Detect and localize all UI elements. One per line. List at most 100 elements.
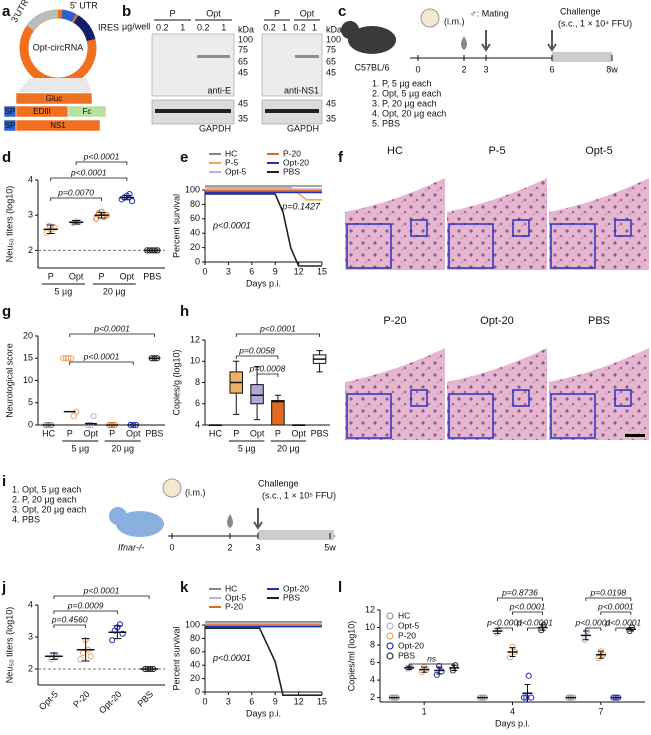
p-value: ns bbox=[427, 653, 437, 663]
significance-bracket bbox=[53, 624, 87, 628]
histology-surface bbox=[345, 330, 445, 382]
route-label: (i.m.) bbox=[185, 487, 206, 497]
p-value: p=0.0058 bbox=[238, 345, 275, 355]
data-point bbox=[46, 222, 53, 229]
group-item: 4. Opt, 20 µg each bbox=[372, 108, 446, 118]
inset-source bbox=[512, 219, 530, 237]
panel-letter: g bbox=[2, 303, 11, 320]
utr5-arc bbox=[61, 9, 77, 23]
y-axis-label: Neu₅₀ titers (log10) bbox=[4, 607, 14, 683]
y-tick-label: 80 bbox=[190, 199, 200, 209]
survival-curve bbox=[205, 186, 322, 201]
y-tick-label: 4 bbox=[195, 419, 200, 429]
y-tick-label: 8 bbox=[370, 639, 375, 649]
data-point bbox=[109, 637, 116, 644]
data-point bbox=[495, 626, 502, 633]
x-tick-label: 3 bbox=[226, 266, 231, 276]
ires-label: IRES bbox=[98, 22, 119, 32]
panel-letter: l bbox=[338, 579, 342, 596]
histology-surface bbox=[447, 330, 547, 382]
timeline-label: 8w bbox=[606, 64, 618, 74]
y-tick-label: 0 bbox=[28, 419, 33, 429]
error-bar bbox=[524, 683, 531, 703]
legend-swatch bbox=[386, 642, 394, 650]
legend-label: Opt-20 bbox=[283, 583, 309, 593]
y-axis-label: Copies/g (log10) bbox=[171, 349, 181, 415]
challenge-period bbox=[552, 52, 612, 62]
mating-label: ♂: Mating bbox=[470, 8, 509, 18]
panel-letter: j bbox=[1, 579, 6, 596]
legend-swatch bbox=[386, 632, 394, 640]
x-tick-label: Opt bbox=[69, 271, 84, 281]
significance-bracket bbox=[50, 197, 102, 201]
x-tick-label: P-20 bbox=[71, 689, 92, 710]
error-bar bbox=[72, 219, 81, 225]
p-value: p<0.0001 bbox=[83, 151, 120, 161]
inset-source bbox=[614, 219, 632, 237]
histology-surface bbox=[447, 160, 547, 212]
error-bar bbox=[49, 652, 58, 660]
data-point bbox=[129, 198, 136, 205]
challenge-label: Challenge bbox=[258, 478, 299, 488]
y-tick-label: 12 bbox=[190, 334, 200, 344]
inset-source bbox=[410, 389, 428, 407]
error-bar bbox=[81, 638, 90, 662]
construct-label: SP bbox=[5, 107, 16, 116]
y-tick-label: 8 bbox=[195, 377, 200, 387]
group-label: 5 µg bbox=[71, 443, 89, 453]
x-tick-label: 12 bbox=[294, 696, 304, 706]
inset bbox=[346, 393, 392, 439]
marker-label: 45 bbox=[326, 67, 336, 77]
x-tick-label: 12 bbox=[294, 266, 304, 276]
arrow bbox=[253, 508, 263, 530]
y-tick-label: 4 bbox=[28, 599, 33, 609]
lnp-icon bbox=[162, 478, 182, 498]
mouse bbox=[348, 26, 396, 54]
mouse-head bbox=[109, 507, 127, 525]
histology-label: Opt-20 bbox=[480, 315, 514, 327]
y-tick-label: 10 bbox=[190, 356, 200, 366]
x-tick-label: P bbox=[67, 428, 73, 438]
dose-label: 0.2 bbox=[293, 22, 306, 32]
p-value: p<0.0001 bbox=[83, 585, 120, 595]
error-bar bbox=[46, 224, 55, 235]
significance-bracket bbox=[585, 627, 602, 631]
p-value: p<0.0001 bbox=[574, 617, 611, 627]
x-tick-label: 9 bbox=[273, 266, 278, 276]
y-tick-label: 2 bbox=[28, 245, 33, 255]
x-axis-label: Days p.i. bbox=[495, 718, 530, 728]
x-tick-label: 6 bbox=[249, 266, 254, 276]
unit-label: µg/well bbox=[122, 21, 150, 31]
blot-band bbox=[295, 55, 319, 58]
histology-surface bbox=[549, 330, 649, 382]
legend-label: PBS bbox=[283, 592, 300, 602]
box bbox=[271, 400, 285, 426]
histology-surface bbox=[345, 160, 445, 212]
legend-label: PBS bbox=[283, 166, 300, 176]
data-point bbox=[70, 413, 77, 420]
x-tick-label: P bbox=[98, 271, 104, 281]
x-tick-label: 1 bbox=[422, 706, 427, 716]
x-tick-label: 3 bbox=[226, 696, 231, 706]
panel-letter: e bbox=[180, 149, 188, 166]
data-point bbox=[520, 694, 528, 701]
inset bbox=[448, 393, 494, 439]
construct-block bbox=[15, 119, 101, 132]
y-axis-label: Percent survival bbox=[171, 626, 181, 690]
marker-label: 45 bbox=[326, 98, 336, 108]
y-tick-label: 40 bbox=[190, 228, 200, 238]
legend-label: HC bbox=[398, 610, 410, 620]
x-tick-label: Opt bbox=[120, 271, 135, 281]
data-point bbox=[67, 355, 75, 362]
legend-label: PBS bbox=[398, 650, 415, 660]
significance-bracket bbox=[585, 597, 632, 601]
legend-swatch bbox=[386, 652, 394, 660]
timeline-label: 2 bbox=[227, 542, 232, 552]
y-tick-label: 10 bbox=[365, 622, 375, 632]
dose-label: 0.2 bbox=[197, 22, 210, 32]
histology-label: HC bbox=[387, 145, 403, 157]
challenge-dose: (s.c., 1 × 10⁵ FFU) bbox=[262, 490, 336, 500]
blot-band bbox=[265, 109, 319, 113]
histology-label: P-20 bbox=[383, 315, 406, 327]
drop bbox=[227, 514, 233, 528]
